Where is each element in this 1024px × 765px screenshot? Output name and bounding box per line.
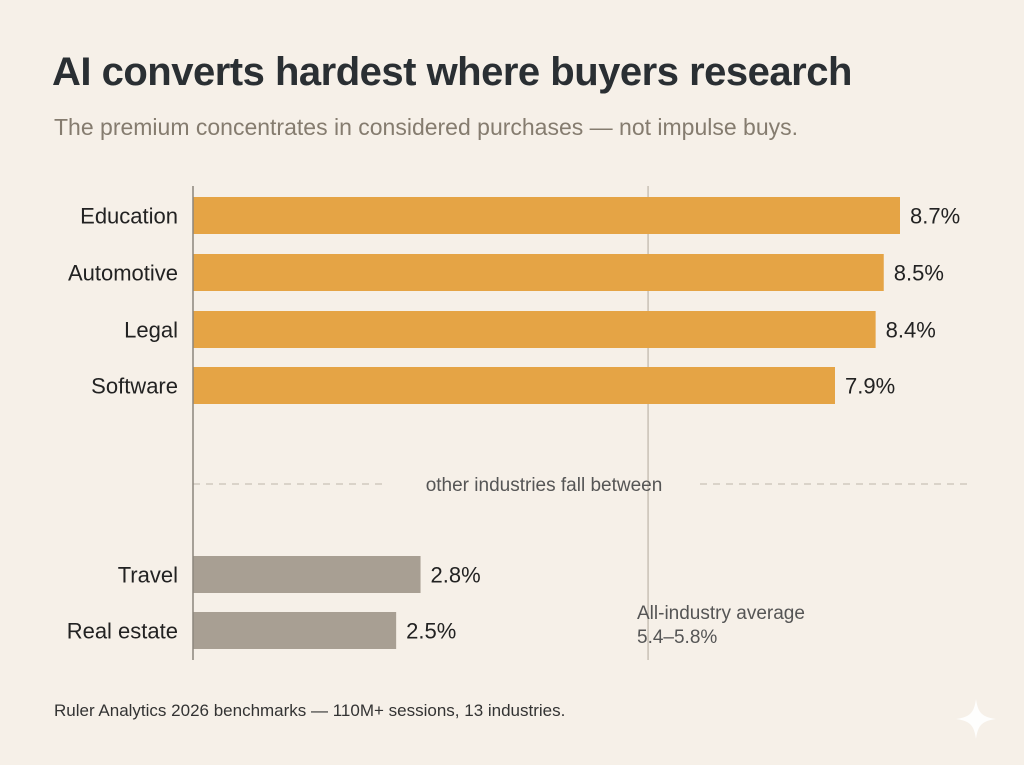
category-label: Real estate <box>67 619 178 644</box>
category-label: Software <box>91 374 178 399</box>
value-label: 2.5% <box>406 619 456 644</box>
value-label: 7.9% <box>845 374 895 399</box>
chart-subtitle: The premium concentrates in considered p… <box>54 114 799 140</box>
bar-software <box>193 367 835 404</box>
value-label: 8.4% <box>886 318 936 343</box>
value-label: 8.5% <box>894 261 944 286</box>
bar-education <box>193 197 900 234</box>
sparkle-icon <box>956 699 996 739</box>
bar-travel <box>193 556 421 593</box>
bar-real-estate <box>193 612 397 649</box>
source-note: Ruler Analytics 2026 benchmarks — 110M+ … <box>54 701 566 720</box>
category-label: Automotive <box>68 261 178 286</box>
divider-label: other industries fall between <box>426 475 663 496</box>
category-label: Education <box>80 204 178 229</box>
value-label: 8.7% <box>910 204 960 229</box>
average-label-line2: 5.4–5.8% <box>637 627 717 648</box>
bar-automotive <box>193 254 884 291</box>
value-label: 2.8% <box>431 563 481 588</box>
bar-legal <box>193 311 876 348</box>
chart-title: AI converts hardest where buyers researc… <box>52 50 852 94</box>
category-label: Legal <box>124 318 178 343</box>
category-label: Travel <box>118 563 178 588</box>
average-label-line1: All-industry average <box>637 603 805 624</box>
